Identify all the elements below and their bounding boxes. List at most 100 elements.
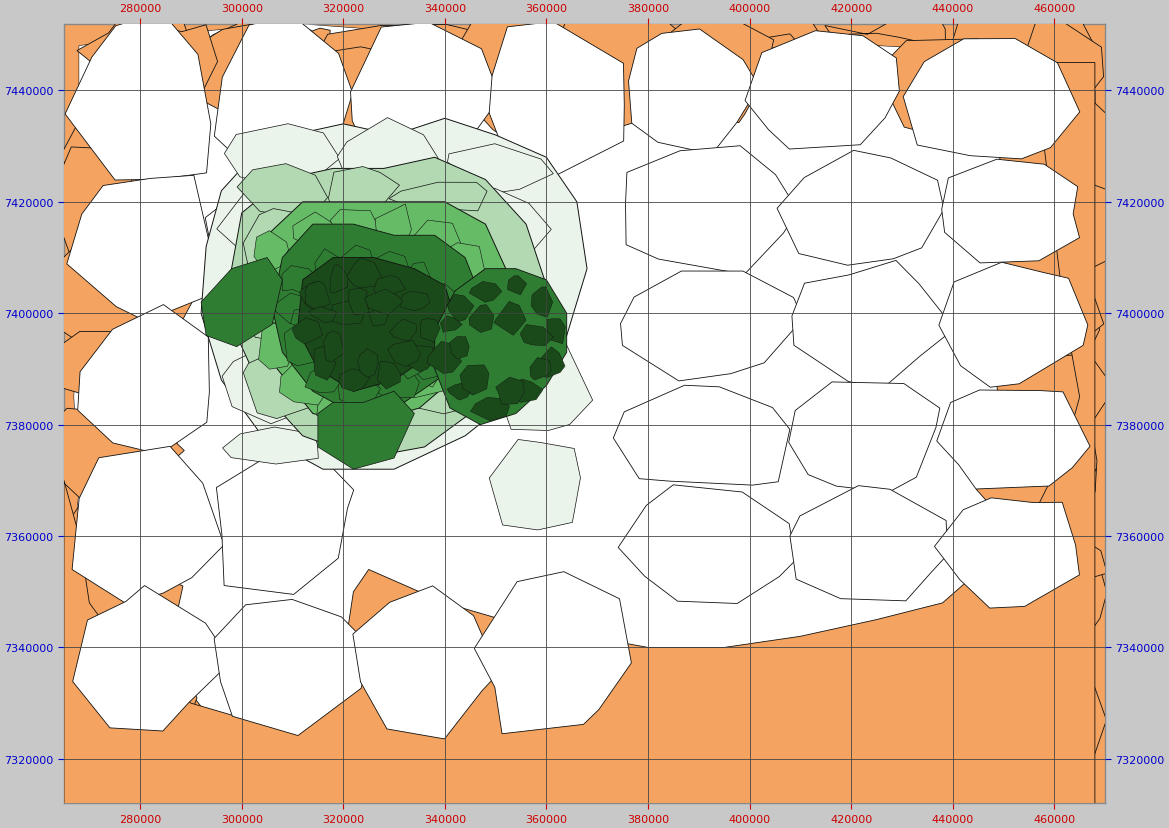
Polygon shape [182, 23, 341, 133]
Polygon shape [317, 26, 447, 84]
Polygon shape [1012, 389, 1097, 532]
Polygon shape [333, 317, 367, 342]
Polygon shape [290, 309, 334, 330]
Polygon shape [934, 498, 1079, 609]
Polygon shape [400, 352, 450, 398]
Polygon shape [332, 301, 364, 325]
Polygon shape [309, 307, 337, 323]
Polygon shape [995, 631, 1106, 795]
Polygon shape [258, 323, 296, 370]
Polygon shape [282, 267, 317, 294]
Polygon shape [427, 342, 462, 374]
Polygon shape [614, 386, 790, 485]
Polygon shape [639, 7, 774, 123]
Polygon shape [404, 344, 444, 388]
Polygon shape [777, 152, 945, 266]
Polygon shape [389, 210, 484, 283]
Polygon shape [366, 320, 400, 351]
Polygon shape [939, 263, 1088, 388]
Polygon shape [109, 26, 217, 102]
Polygon shape [530, 358, 552, 381]
Polygon shape [317, 378, 368, 424]
Polygon shape [435, 269, 567, 425]
Polygon shape [319, 295, 350, 320]
Polygon shape [64, 25, 1105, 803]
Polygon shape [379, 258, 416, 298]
Polygon shape [72, 681, 228, 828]
Polygon shape [222, 349, 328, 424]
Polygon shape [388, 341, 421, 367]
Polygon shape [305, 365, 341, 393]
Polygon shape [388, 334, 431, 358]
Polygon shape [65, 13, 210, 181]
Polygon shape [67, 176, 216, 321]
Polygon shape [330, 265, 348, 293]
Polygon shape [216, 446, 354, 595]
Polygon shape [996, 90, 1125, 231]
Polygon shape [295, 330, 353, 383]
Polygon shape [704, 14, 826, 52]
Polygon shape [338, 118, 444, 192]
Polygon shape [825, 22, 946, 49]
Polygon shape [367, 252, 409, 287]
Polygon shape [272, 225, 480, 414]
Polygon shape [49, 147, 144, 282]
Polygon shape [621, 272, 803, 382]
Polygon shape [420, 319, 440, 343]
Polygon shape [376, 26, 482, 103]
Polygon shape [324, 331, 344, 363]
Polygon shape [547, 320, 566, 344]
Polygon shape [206, 169, 352, 318]
Polygon shape [459, 365, 489, 396]
Polygon shape [392, 344, 486, 414]
Polygon shape [842, 662, 988, 808]
Polygon shape [790, 486, 948, 601]
Polygon shape [324, 343, 389, 410]
Polygon shape [989, 272, 1104, 345]
Polygon shape [330, 210, 379, 241]
Polygon shape [950, 12, 1093, 68]
Polygon shape [540, 347, 565, 378]
Polygon shape [406, 262, 435, 298]
Polygon shape [395, 338, 427, 379]
Polygon shape [575, 696, 729, 804]
Polygon shape [452, 12, 604, 147]
Polygon shape [411, 346, 448, 380]
Polygon shape [569, 17, 708, 55]
Polygon shape [985, 504, 1107, 650]
Polygon shape [489, 22, 624, 176]
Polygon shape [435, 325, 479, 361]
Polygon shape [257, 203, 506, 425]
Polygon shape [222, 276, 318, 350]
Polygon shape [305, 282, 330, 310]
Polygon shape [339, 369, 369, 392]
Polygon shape [224, 124, 340, 185]
Polygon shape [496, 378, 524, 405]
Polygon shape [275, 294, 309, 325]
Polygon shape [288, 48, 387, 142]
Polygon shape [358, 349, 379, 378]
Polygon shape [433, 308, 473, 354]
Polygon shape [520, 325, 553, 346]
Polygon shape [69, 25, 1095, 787]
Polygon shape [997, 354, 1114, 440]
Polygon shape [338, 379, 381, 407]
Polygon shape [314, 339, 341, 364]
Polygon shape [350, 285, 390, 323]
Polygon shape [411, 221, 462, 267]
Polygon shape [378, 362, 401, 389]
Polygon shape [403, 346, 435, 373]
Polygon shape [297, 264, 332, 311]
Polygon shape [447, 190, 552, 275]
Polygon shape [214, 16, 353, 179]
Polygon shape [318, 392, 414, 469]
Polygon shape [50, 647, 196, 760]
Polygon shape [243, 209, 325, 286]
Polygon shape [222, 427, 318, 465]
Polygon shape [1007, 137, 1091, 283]
Polygon shape [314, 249, 344, 285]
Polygon shape [254, 231, 289, 274]
Polygon shape [64, 64, 1095, 803]
Polygon shape [30, 224, 187, 351]
Polygon shape [201, 21, 330, 73]
